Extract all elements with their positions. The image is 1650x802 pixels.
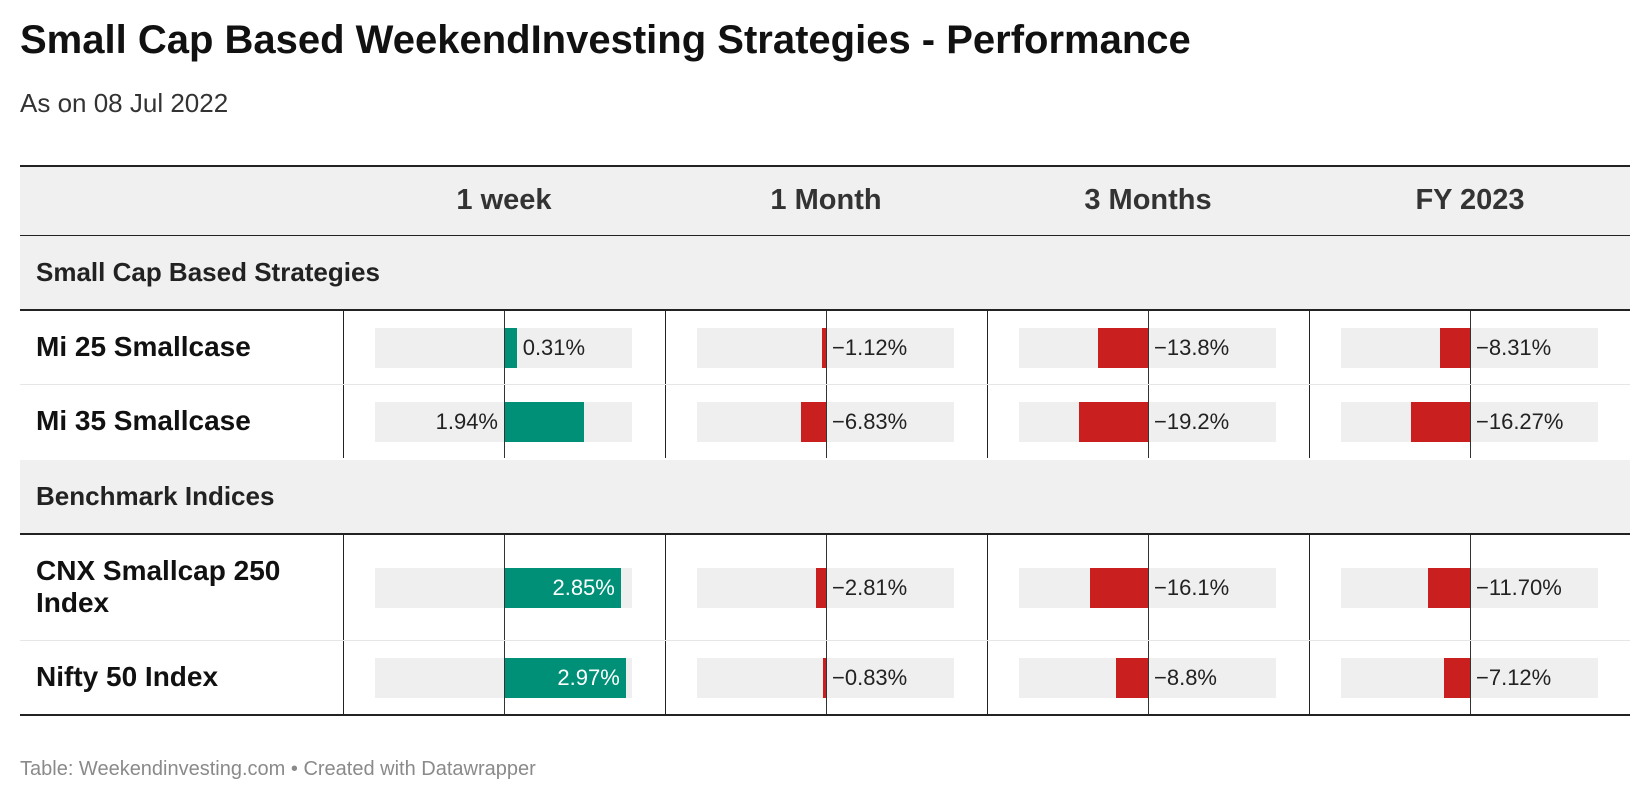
negative-bar — [1444, 658, 1470, 698]
chart-subtitle: As on 08 Jul 2022 — [20, 88, 229, 118]
data-label: 2.85% — [552, 575, 615, 600]
group-header: Small Cap Based Strategies — [20, 236, 1630, 309]
data-label: −16.1% — [1154, 575, 1230, 600]
column-divider — [665, 535, 666, 640]
chart-footer: Table: Weekendinvesting.com • Created wi… — [20, 758, 536, 780]
row-label: Mi 25 Smallcase — [36, 331, 251, 362]
data-label: 1.94% — [435, 409, 498, 434]
column-header: 3 Months — [1084, 184, 1212, 216]
zero-axis — [826, 311, 827, 384]
zero-axis — [504, 535, 505, 640]
data-label: −0.83% — [832, 665, 908, 690]
data-label: −11.70% — [1476, 575, 1562, 600]
column-divider — [343, 641, 344, 714]
positive-bar — [504, 402, 584, 442]
data-label: −8.8% — [1154, 665, 1217, 690]
column-divider — [1309, 311, 1310, 384]
group-bottom-rule — [20, 309, 1630, 311]
zero-axis — [1148, 535, 1149, 640]
table-header: 1 week 1 Month 3 Months FY 2023 — [20, 165, 1630, 235]
zero-axis — [504, 385, 505, 458]
zero-axis — [1470, 641, 1471, 714]
positive-bar — [504, 658, 626, 698]
column-divider — [665, 385, 666, 458]
negative-bar — [1116, 658, 1148, 698]
row-label: Nifty 50 Index — [36, 661, 219, 692]
column-divider — [665, 641, 666, 714]
negative-bar — [1440, 328, 1470, 368]
row-divider — [20, 640, 1630, 641]
column-divider — [987, 311, 988, 384]
data-label: 0.31% — [522, 335, 586, 360]
positive-bar — [504, 568, 621, 608]
data-label: −19.2% — [1154, 409, 1230, 434]
group-label: Small Cap Based Strategies — [36, 257, 380, 287]
negative-bar — [1411, 402, 1470, 442]
data-label: 2.97% — [557, 665, 620, 690]
header-top-rule — [20, 165, 1630, 167]
column-divider — [343, 535, 344, 640]
column-divider — [343, 385, 344, 458]
column-divider — [343, 311, 344, 384]
zero-axis — [504, 311, 505, 384]
column-divider — [1309, 535, 1310, 640]
row-label: CNX Smallcap 250 Index — [36, 555, 281, 618]
data-label: −7.12% — [1476, 665, 1552, 690]
zero-axis — [1470, 535, 1471, 640]
table-bottom-rule — [20, 714, 1630, 716]
negative-bar — [801, 402, 826, 442]
group-bottom-rule — [20, 533, 1630, 535]
data-label: −2.81% — [832, 575, 908, 600]
positive-bar — [504, 328, 517, 368]
column-divider — [987, 641, 988, 714]
zero-axis — [826, 535, 827, 640]
bar-track — [375, 402, 632, 442]
row-label: Mi 35 Smallcase — [36, 405, 251, 436]
data-label: −13.8% — [1154, 335, 1230, 360]
negative-bar — [821, 328, 826, 368]
zero-axis — [504, 641, 505, 714]
bar-track — [375, 328, 632, 368]
zero-axis — [826, 385, 827, 458]
column-divider — [987, 385, 988, 458]
column-divider — [1309, 385, 1310, 458]
zero-axis — [1470, 385, 1471, 458]
zero-axis — [826, 641, 827, 714]
performance-table: 1 week 1 Month 3 Months FY 2023 Small Cap Ba… — [20, 0, 1630, 802]
column-header: 1 Month — [770, 184, 882, 216]
data-label: −8.31% — [1476, 335, 1552, 360]
zero-axis — [1470, 311, 1471, 384]
data-label: −6.83% — [832, 409, 908, 434]
zero-axis — [1148, 311, 1149, 384]
column-header: 1 week — [456, 184, 552, 216]
group-label: Benchmark Indices — [36, 481, 275, 511]
column-divider — [1309, 641, 1310, 714]
zero-axis — [1148, 385, 1149, 458]
data-label: −16.27% — [1476, 409, 1564, 434]
group-header: Benchmark Indices — [20, 460, 1630, 533]
chart-title: Small Cap Based WeekendInvesting Strateg… — [20, 18, 1191, 62]
column-divider — [987, 535, 988, 640]
negative-bar — [1090, 568, 1148, 608]
negative-bar — [1427, 568, 1470, 608]
negative-bar — [823, 658, 826, 698]
negative-bar — [1098, 328, 1148, 368]
data-label: −1.12% — [832, 335, 908, 360]
column-divider — [665, 311, 666, 384]
negative-bar — [815, 568, 826, 608]
zero-axis — [1148, 641, 1149, 714]
negative-bar — [1078, 402, 1148, 442]
row-divider — [20, 384, 1630, 385]
column-header: FY 2023 — [1415, 184, 1525, 216]
